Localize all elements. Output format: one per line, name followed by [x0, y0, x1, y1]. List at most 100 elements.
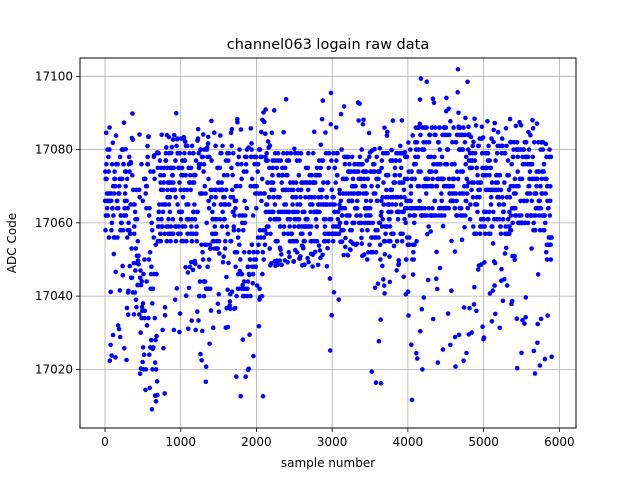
data-point — [137, 371, 143, 377]
data-point — [547, 198, 553, 204]
data-point — [446, 205, 452, 211]
data-point — [285, 172, 290, 178]
data-point — [333, 180, 339, 185]
data-point — [385, 129, 390, 135]
data-point — [528, 132, 533, 138]
data-point — [137, 194, 143, 200]
data-point — [408, 147, 413, 152]
data-point — [227, 306, 233, 312]
data-point — [254, 205, 259, 211]
data-point — [495, 129, 501, 135]
data-point — [439, 191, 444, 196]
data-point — [172, 187, 178, 193]
data-point — [430, 205, 435, 211]
data-point — [485, 119, 490, 124]
data-point — [378, 317, 384, 322]
data-point — [527, 191, 533, 196]
data-point — [298, 150, 304, 156]
data-point — [213, 143, 218, 149]
data-point — [314, 224, 320, 229]
data-point — [243, 374, 248, 380]
data-point — [331, 194, 337, 200]
data-point — [233, 198, 239, 204]
data-point — [212, 130, 217, 135]
data-point — [267, 165, 272, 171]
data-point — [404, 205, 410, 211]
data-point — [549, 354, 554, 360]
data-point — [226, 150, 232, 156]
data-point — [387, 224, 393, 229]
data-point — [479, 124, 485, 130]
data-point — [247, 257, 253, 262]
data-point — [427, 132, 433, 138]
data-point — [132, 209, 138, 215]
data-point — [464, 350, 469, 356]
data-point — [137, 312, 142, 317]
data-point — [139, 161, 144, 167]
data-point — [276, 216, 282, 222]
data-point — [201, 161, 207, 167]
data-point — [498, 231, 504, 237]
data-point — [312, 249, 318, 255]
data-point — [426, 224, 431, 229]
data-point — [463, 213, 468, 218]
data-point — [283, 202, 289, 207]
data-point — [319, 116, 325, 122]
data-point — [171, 180, 176, 185]
data-point — [432, 198, 438, 204]
data-point — [411, 249, 416, 255]
data-point — [305, 165, 311, 171]
data-point — [187, 264, 193, 270]
data-point — [263, 154, 268, 160]
data-point — [318, 142, 324, 148]
data-point — [139, 304, 145, 310]
data-point — [176, 165, 182, 171]
data-point — [137, 132, 142, 137]
data-point — [149, 227, 155, 233]
data-point — [119, 220, 124, 226]
data-point — [365, 227, 370, 233]
data-point — [256, 323, 262, 329]
data-point — [465, 205, 471, 211]
data-point — [452, 249, 458, 254]
data-point — [310, 264, 315, 269]
data-point — [361, 117, 366, 123]
data-point — [384, 133, 390, 138]
data-point — [417, 97, 423, 102]
data-point — [244, 169, 249, 174]
y-tick-label: 17040 — [35, 289, 73, 303]
data-point — [487, 158, 492, 163]
data-point — [402, 194, 407, 200]
data-point — [459, 237, 465, 243]
data-point — [249, 176, 255, 182]
data-point — [379, 209, 384, 215]
data-point — [542, 227, 547, 233]
data-point — [108, 289, 113, 295]
data-point — [123, 146, 128, 152]
data-point — [168, 224, 174, 229]
data-point — [136, 253, 141, 259]
data-point — [253, 264, 259, 270]
data-point — [194, 238, 200, 244]
data-point — [314, 165, 320, 171]
data-point — [401, 274, 407, 280]
data-point — [377, 146, 383, 151]
data-point — [247, 272, 252, 278]
data-point — [341, 104, 347, 109]
data-point — [135, 258, 141, 263]
data-point — [491, 209, 496, 215]
data-point — [375, 281, 381, 287]
data-point — [381, 283, 387, 288]
data-point — [160, 187, 166, 193]
data-point — [161, 180, 166, 185]
data-point — [198, 147, 204, 152]
data-point — [200, 132, 206, 137]
data-point — [154, 333, 159, 339]
data-point — [150, 367, 155, 372]
data-point — [375, 183, 381, 189]
data-point — [161, 345, 166, 351]
data-point — [269, 130, 275, 136]
data-point — [211, 202, 217, 207]
data-point — [158, 172, 163, 178]
